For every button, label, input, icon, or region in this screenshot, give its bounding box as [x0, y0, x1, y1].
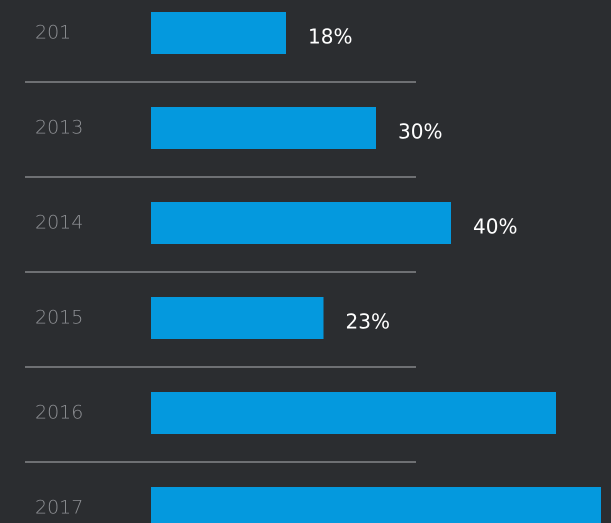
category-label: 2014: [35, 212, 83, 234]
value-label: 23%: [346, 310, 390, 334]
category-label: 2016: [35, 402, 83, 424]
bar: [151, 12, 286, 54]
category-label: 201: [35, 22, 71, 44]
value-label: 40%: [473, 215, 517, 239]
value-label: 30%: [398, 120, 442, 144]
bar: [151, 487, 601, 523]
bar: [151, 392, 556, 434]
bar: [151, 297, 324, 339]
value-label: 18%: [308, 25, 352, 49]
category-label: 2017: [35, 497, 83, 519]
category-label: 2015: [35, 307, 83, 329]
bar: [151, 202, 451, 244]
bar: [151, 107, 376, 149]
category-label: 2013: [35, 117, 83, 139]
